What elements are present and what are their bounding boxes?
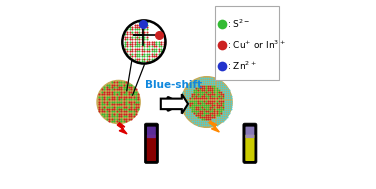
FancyBboxPatch shape xyxy=(144,123,158,163)
Polygon shape xyxy=(209,121,219,132)
FancyBboxPatch shape xyxy=(147,127,156,138)
FancyBboxPatch shape xyxy=(245,135,255,161)
FancyBboxPatch shape xyxy=(147,135,156,161)
Text: : Cu$^{+}$ or In$^{3+}$: : Cu$^{+}$ or In$^{3+}$ xyxy=(227,39,285,51)
FancyArrowPatch shape xyxy=(164,98,180,110)
Circle shape xyxy=(122,20,165,64)
Circle shape xyxy=(97,81,140,124)
Text: Blue-shift: Blue-shift xyxy=(146,80,203,90)
Polygon shape xyxy=(161,94,188,114)
Polygon shape xyxy=(117,123,127,134)
Text: : Zn$^{2+}$: : Zn$^{2+}$ xyxy=(227,60,256,72)
Text: : S$^{2-}$: : S$^{2-}$ xyxy=(227,18,250,30)
FancyBboxPatch shape xyxy=(243,123,257,163)
FancyBboxPatch shape xyxy=(246,127,254,138)
FancyBboxPatch shape xyxy=(215,6,279,81)
Circle shape xyxy=(182,77,232,127)
